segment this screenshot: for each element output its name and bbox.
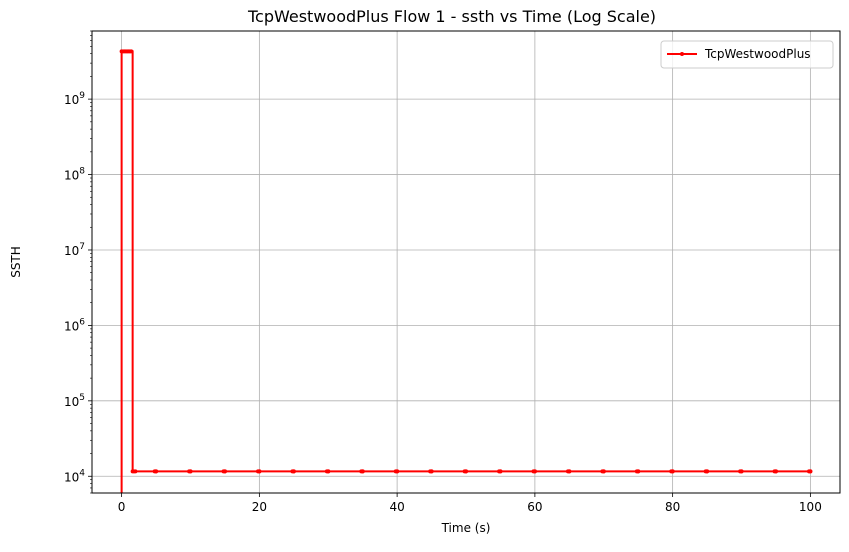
plot-frame [91,30,841,494]
y-tick-label: 109 [64,91,85,107]
legend-series-label: TcpWestwoodPlus [704,47,811,61]
data-point [739,469,744,474]
y-axis-label: SSTH [9,246,23,278]
data-point [291,469,296,474]
legend: TcpWestwoodPlus [660,40,834,69]
x-tick-label: 60 [527,500,542,514]
data-point [154,469,159,474]
y-tick-label: 105 [64,393,85,409]
legend-box [660,40,834,69]
data-point [360,469,365,474]
series-layer [119,49,813,493]
x-tick-label: 80 [665,500,680,514]
y-ticks: 104 105 106 107 108 109 [64,30,92,494]
data-point [464,469,468,474]
grid-layer [92,31,840,493]
x-axis-label: Time (s) [441,521,491,535]
data-point [636,469,641,474]
chart-title: TcpWestwoodPlus Flow 1 - ssth vs Time (L… [247,7,656,26]
data-point [773,469,778,474]
y-tick-label: 104 [64,468,85,484]
y-tick-label: 106 [64,317,85,333]
data-point [601,469,606,474]
data-point [326,469,331,474]
data-point [222,469,227,474]
data-point [395,469,400,474]
data-point [257,469,262,474]
x-tick-label: 100 [799,500,822,514]
x-tick-label: 40 [389,500,404,514]
data-point [129,49,134,54]
series-line [120,50,811,493]
data-point [188,469,193,474]
data-point [532,469,537,474]
y-tick-label: 107 [64,242,85,258]
data-point [670,469,675,474]
y-tick-label: 108 [64,167,85,183]
data-point [498,469,503,474]
x-tick-label: 0 [118,500,126,514]
legend-series-marker [680,52,684,56]
data-point [567,469,572,474]
data-point [705,469,710,474]
data-point [133,469,138,474]
data-point [429,469,434,474]
x-tick-label: 20 [252,500,267,514]
x-ticks: 0 20 40 60 80 100 [118,493,822,514]
data-point [808,469,813,474]
